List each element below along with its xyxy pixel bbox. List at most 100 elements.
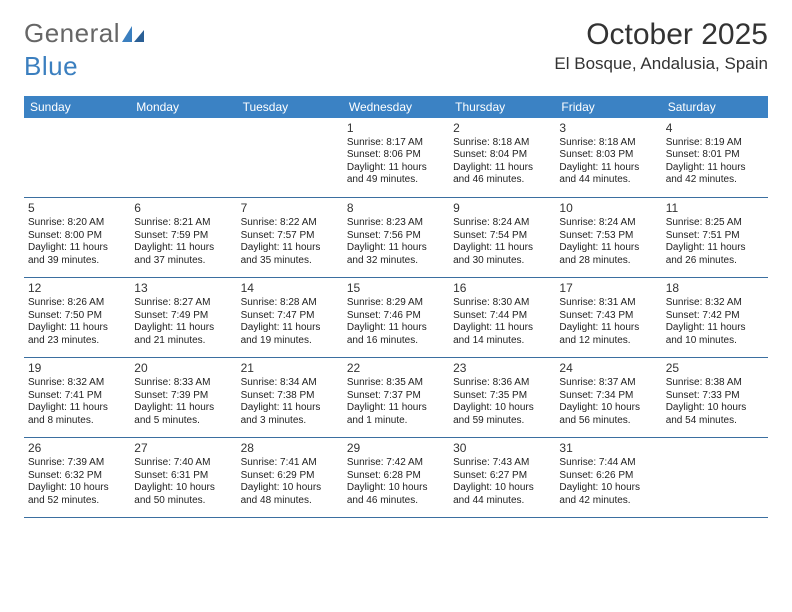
daylight-line: Daylight: 11 hours and 44 minutes. <box>559 162 657 187</box>
daylight-line: Daylight: 11 hours and 12 minutes. <box>559 322 657 347</box>
sunset-line: Sunset: 7:46 PM <box>347 310 445 323</box>
sunrise-line: Sunrise: 8:18 AM <box>559 137 657 150</box>
calendar-cell: 27Sunrise: 7:40 AMSunset: 6:31 PMDayligh… <box>130 438 236 518</box>
daylight-line: Daylight: 11 hours and 28 minutes. <box>559 242 657 267</box>
daylight-line: Daylight: 10 hours and 50 minutes. <box>134 482 232 507</box>
calendar-cell: 19Sunrise: 8:32 AMSunset: 7:41 PMDayligh… <box>24 358 130 438</box>
daylight-line: Daylight: 11 hours and 23 minutes. <box>28 322 126 347</box>
day-number: 11 <box>666 201 764 216</box>
sunset-line: Sunset: 8:03 PM <box>559 149 657 162</box>
daylight-line: Daylight: 11 hours and 26 minutes. <box>666 242 764 267</box>
sunrise-line: Sunrise: 8:22 AM <box>241 217 339 230</box>
day-header: Wednesday <box>343 96 449 118</box>
daylight-line: Daylight: 10 hours and 48 minutes. <box>241 482 339 507</box>
sunrise-line: Sunrise: 8:18 AM <box>453 137 551 150</box>
sunrise-line: Sunrise: 8:30 AM <box>453 297 551 310</box>
day-number: 14 <box>241 281 339 296</box>
daylight-line: Daylight: 11 hours and 46 minutes. <box>453 162 551 187</box>
day-number: 6 <box>134 201 232 216</box>
calendar-cell: 11Sunrise: 8:25 AMSunset: 7:51 PMDayligh… <box>662 198 768 278</box>
sunset-line: Sunset: 7:38 PM <box>241 390 339 403</box>
calendar-cell: 2Sunrise: 8:18 AMSunset: 8:04 PMDaylight… <box>449 118 555 198</box>
calendar-cell: 18Sunrise: 8:32 AMSunset: 7:42 PMDayligh… <box>662 278 768 358</box>
calendar-cell: 31Sunrise: 7:44 AMSunset: 6:26 PMDayligh… <box>555 438 661 518</box>
logo-sail-icon <box>120 20 146 51</box>
daylight-line: Daylight: 11 hours and 39 minutes. <box>28 242 126 267</box>
calendar-cell: 7Sunrise: 8:22 AMSunset: 7:57 PMDaylight… <box>237 198 343 278</box>
sunrise-line: Sunrise: 8:35 AM <box>347 377 445 390</box>
calendar-cell: 22Sunrise: 8:35 AMSunset: 7:37 PMDayligh… <box>343 358 449 438</box>
day-number: 26 <box>28 441 126 456</box>
day-header: Saturday <box>662 96 768 118</box>
sunset-line: Sunset: 7:51 PM <box>666 230 764 243</box>
calendar-cell: 12Sunrise: 8:26 AMSunset: 7:50 PMDayligh… <box>24 278 130 358</box>
calendar-cell: 23Sunrise: 8:36 AMSunset: 7:35 PMDayligh… <box>449 358 555 438</box>
daylight-line: Daylight: 10 hours and 59 minutes. <box>453 402 551 427</box>
day-number: 27 <box>134 441 232 456</box>
calendar-cell: 28Sunrise: 7:41 AMSunset: 6:29 PMDayligh… <box>237 438 343 518</box>
sunset-line: Sunset: 7:39 PM <box>134 390 232 403</box>
sunrise-line: Sunrise: 8:36 AM <box>453 377 551 390</box>
daylight-line: Daylight: 11 hours and 35 minutes. <box>241 242 339 267</box>
sunrise-line: Sunrise: 7:40 AM <box>134 457 232 470</box>
sunrise-line: Sunrise: 8:27 AM <box>134 297 232 310</box>
sunset-line: Sunset: 6:32 PM <box>28 470 126 483</box>
daylight-line: Daylight: 10 hours and 54 minutes. <box>666 402 764 427</box>
sunrise-line: Sunrise: 7:44 AM <box>559 457 657 470</box>
calendar-cell: 14Sunrise: 8:28 AMSunset: 7:47 PMDayligh… <box>237 278 343 358</box>
calendar-cell: 6Sunrise: 8:21 AMSunset: 7:59 PMDaylight… <box>130 198 236 278</box>
calendar-cell: 26Sunrise: 7:39 AMSunset: 6:32 PMDayligh… <box>24 438 130 518</box>
daylight-line: Daylight: 11 hours and 16 minutes. <box>347 322 445 347</box>
daylight-line: Daylight: 11 hours and 19 minutes. <box>241 322 339 347</box>
sunset-line: Sunset: 7:49 PM <box>134 310 232 323</box>
daylight-line: Daylight: 11 hours and 49 minutes. <box>347 162 445 187</box>
sunrise-line: Sunrise: 8:29 AM <box>347 297 445 310</box>
day-number: 28 <box>241 441 339 456</box>
sunrise-line: Sunrise: 8:37 AM <box>559 377 657 390</box>
day-number: 13 <box>134 281 232 296</box>
sunrise-line: Sunrise: 8:19 AM <box>666 137 764 150</box>
calendar-cell: 17Sunrise: 8:31 AMSunset: 7:43 PMDayligh… <box>555 278 661 358</box>
day-number: 10 <box>559 201 657 216</box>
calendar-cell: 20Sunrise: 8:33 AMSunset: 7:39 PMDayligh… <box>130 358 236 438</box>
sunset-line: Sunset: 7:44 PM <box>453 310 551 323</box>
day-number: 17 <box>559 281 657 296</box>
day-number: 22 <box>347 361 445 376</box>
calendar-cell: 4Sunrise: 8:19 AMSunset: 8:01 PMDaylight… <box>662 118 768 198</box>
daylight-line: Daylight: 11 hours and 30 minutes. <box>453 242 551 267</box>
sunset-line: Sunset: 8:06 PM <box>347 149 445 162</box>
calendar-cell <box>130 118 236 198</box>
calendar-cell: 15Sunrise: 8:29 AMSunset: 7:46 PMDayligh… <box>343 278 449 358</box>
header: GeneralBlue October 2025 El Bosque, Anda… <box>24 18 768 82</box>
calendar-row: 5Sunrise: 8:20 AMSunset: 8:00 PMDaylight… <box>24 198 768 278</box>
calendar-cell: 9Sunrise: 8:24 AMSunset: 7:54 PMDaylight… <box>449 198 555 278</box>
calendar-row: 12Sunrise: 8:26 AMSunset: 7:50 PMDayligh… <box>24 278 768 358</box>
logo: GeneralBlue <box>24 18 146 82</box>
day-number: 29 <box>347 441 445 456</box>
calendar-cell <box>237 118 343 198</box>
calendar-cell: 1Sunrise: 8:17 AMSunset: 8:06 PMDaylight… <box>343 118 449 198</box>
day-number: 21 <box>241 361 339 376</box>
day-number: 3 <box>559 121 657 136</box>
sunset-line: Sunset: 8:00 PM <box>28 230 126 243</box>
sunset-line: Sunset: 7:47 PM <box>241 310 339 323</box>
sunrise-line: Sunrise: 7:42 AM <box>347 457 445 470</box>
month-title: October 2025 <box>554 18 768 52</box>
daylight-line: Daylight: 10 hours and 56 minutes. <box>559 402 657 427</box>
day-number: 18 <box>666 281 764 296</box>
day-number: 5 <box>28 201 126 216</box>
calendar-cell: 21Sunrise: 8:34 AMSunset: 7:38 PMDayligh… <box>237 358 343 438</box>
day-header: Tuesday <box>237 96 343 118</box>
daylight-line: Daylight: 10 hours and 42 minutes. <box>559 482 657 507</box>
sunset-line: Sunset: 6:29 PM <box>241 470 339 483</box>
title-block: October 2025 El Bosque, Andalusia, Spain <box>554 18 768 74</box>
day-number: 25 <box>666 361 764 376</box>
daylight-line: Daylight: 11 hours and 21 minutes. <box>134 322 232 347</box>
sunrise-line: Sunrise: 8:17 AM <box>347 137 445 150</box>
sunset-line: Sunset: 6:26 PM <box>559 470 657 483</box>
sunset-line: Sunset: 7:53 PM <box>559 230 657 243</box>
sunset-line: Sunset: 7:37 PM <box>347 390 445 403</box>
calendar-cell: 24Sunrise: 8:37 AMSunset: 7:34 PMDayligh… <box>555 358 661 438</box>
calendar-cell <box>24 118 130 198</box>
sunset-line: Sunset: 6:31 PM <box>134 470 232 483</box>
